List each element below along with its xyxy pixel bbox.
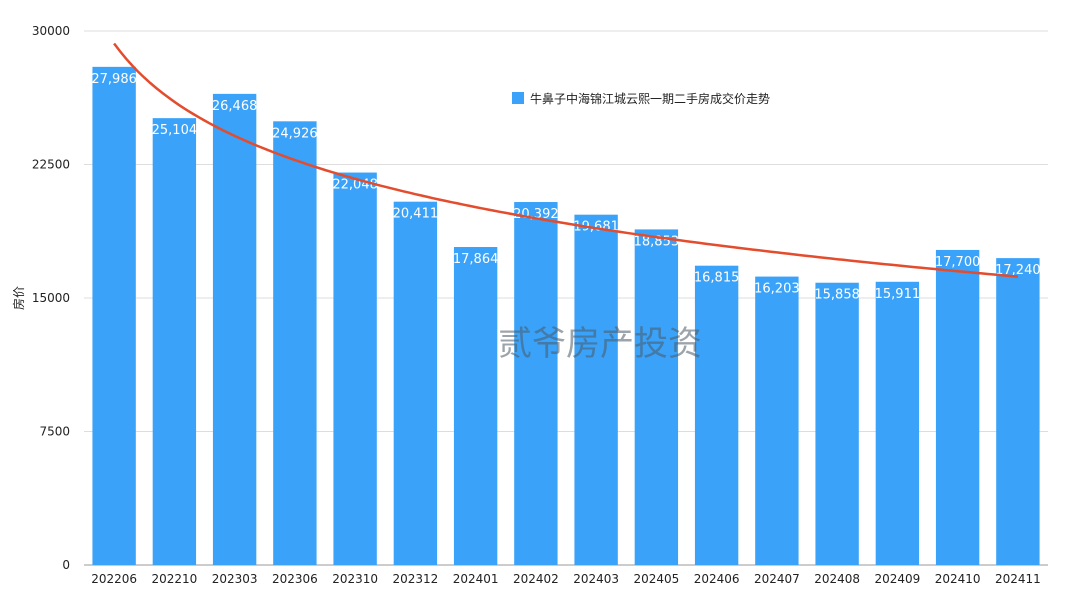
legend-label: 牛鼻子中海锦江城云熙一期二手房成交价走势 — [530, 91, 770, 106]
bar[interactable] — [755, 276, 799, 565]
bar[interactable] — [815, 282, 859, 565]
bar[interactable] — [514, 202, 558, 565]
y-tick-label: 7500 — [39, 425, 70, 439]
bar[interactable] — [92, 66, 136, 566]
data-label: 20,392 — [513, 207, 559, 222]
bar[interactable] — [212, 93, 257, 565]
x-tick-label: 202312 — [392, 572, 438, 586]
data-label: 25,104 — [152, 123, 198, 138]
x-tick-label: 202210 — [151, 572, 197, 586]
bar[interactable] — [634, 229, 679, 565]
x-tick-label: 202403 — [573, 572, 619, 586]
bar[interactable] — [393, 201, 438, 565]
x-tick-label: 202410 — [935, 572, 981, 586]
x-tick-label: 202408 — [814, 572, 860, 586]
legend-swatch — [512, 92, 524, 104]
bar[interactable] — [574, 214, 618, 565]
y-axis-ticks: 0 7500 15000 22500 30000 — [32, 24, 70, 572]
x-tick-label: 202405 — [633, 572, 679, 586]
y-tick-label: 15000 — [32, 291, 70, 305]
x-tick-label: 202306 — [272, 572, 318, 586]
legend[interactable]: 牛鼻子中海锦江城云熙一期二手房成交价走势 — [512, 91, 770, 106]
x-tick-label: 202303 — [212, 572, 258, 586]
data-label: 17,700 — [935, 255, 981, 270]
bar[interactable] — [453, 247, 498, 565]
data-label: 16,203 — [754, 282, 800, 297]
data-label: 24,926 — [272, 126, 318, 141]
y-tick-label: 30000 — [32, 24, 70, 38]
bar[interactable] — [996, 258, 1040, 565]
bars — [92, 66, 1040, 566]
x-axis-ticks: 202206 202210 202303 202306 202310 202312 2024… — [91, 572, 1041, 586]
trendline — [113, 42, 1019, 278]
data-label: 20,411 — [393, 207, 439, 222]
data-label: 15,858 — [814, 288, 860, 303]
bar[interactable] — [694, 265, 739, 565]
bar[interactable] — [273, 121, 317, 565]
y-tick-label: 22500 — [32, 158, 70, 172]
bar[interactable] — [333, 172, 377, 565]
data-label: 27,986 — [91, 72, 137, 87]
x-tick-label: 202401 — [453, 572, 499, 586]
x-tick-label: 202407 — [754, 572, 800, 586]
y-tick-label: 0 — [62, 558, 70, 572]
bar[interactable] — [875, 281, 920, 565]
x-tick-label: 202406 — [694, 572, 740, 586]
x-tick-label: 202310 — [332, 572, 378, 586]
data-label: 17,864 — [453, 252, 499, 267]
data-label: 26,468 — [212, 99, 258, 114]
bar[interactable] — [152, 118, 197, 565]
bar[interactable] — [935, 249, 980, 565]
watermark: 贰爷房产投资 — [498, 324, 702, 364]
x-tick-label: 202402 — [513, 572, 559, 586]
data-label: 17,240 — [995, 263, 1041, 278]
x-tick-label: 202409 — [874, 572, 920, 586]
x-tick-label: 202206 — [91, 572, 137, 586]
x-tick-label: 202411 — [995, 572, 1041, 586]
y-axis-label: 房价 — [11, 286, 26, 310]
data-label: 16,815 — [694, 271, 740, 286]
data-label: 15,911 — [875, 287, 921, 302]
